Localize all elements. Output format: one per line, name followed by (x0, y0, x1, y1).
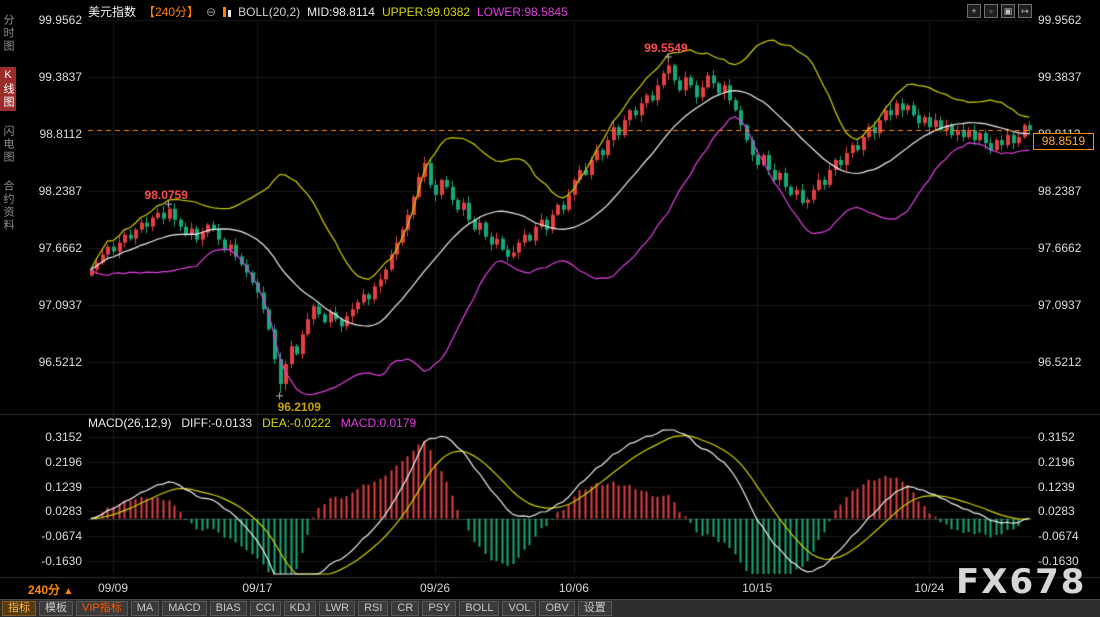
macd-tick-label: -0.0674 (1038, 529, 1079, 543)
price-annotation: 98.0759 (145, 188, 188, 202)
btn-lwr[interactable]: LWR (319, 601, 355, 616)
macd-tick-label: 0.0283 (28, 504, 82, 518)
btn-boll[interactable]: BOLL (459, 601, 499, 616)
macd-header: MACD(26,12,9) DIFF:-0.0133 DEA:-0.0222 M… (88, 416, 416, 430)
price-tick-label: 97.6662 (1038, 241, 1081, 255)
watermark: FX678 (956, 562, 1086, 602)
btn-cr[interactable]: CR (391, 601, 419, 616)
tab-kline-chart[interactable]: K线图 (0, 67, 16, 111)
boll-lower-value: LOWER:98.5845 (477, 5, 568, 19)
btn-psy[interactable]: PSY (422, 601, 456, 616)
boll-params-label: BOLL(20,2) (238, 5, 300, 19)
candlestick-icon (223, 7, 231, 17)
macd-tick-label: 0.3152 (1038, 430, 1075, 444)
date-tick-label: 09/09 (89, 581, 137, 595)
btn-obv[interactable]: OBV (539, 601, 574, 616)
maximize-button[interactable]: ▣ (1001, 4, 1015, 18)
period-tag[interactable]: 【240分】 (143, 3, 199, 20)
price-tick-label: 96.5212 (28, 355, 82, 369)
price-tick-label: 98.8112 (28, 127, 82, 141)
btn-settings[interactable]: 设置 (578, 601, 612, 616)
date-tick-label: 10/06 (550, 581, 598, 595)
crosshair-button[interactable]: + (967, 4, 981, 18)
period-up-arrow-icon: ▲ (63, 586, 73, 597)
macd-tick-label: 0.1239 (1038, 480, 1075, 494)
tab-flash-chart[interactable]: 闪电图 (0, 123, 16, 166)
last-price-value: 98.8519 (1042, 134, 1085, 148)
price-tick-label: 99.9562 (1038, 13, 1081, 27)
price-annotation: 99.5549 (644, 41, 687, 55)
period-selector[interactable]: 240分 ▲ (28, 581, 73, 598)
sidebar: 分时图 K线图闪电图合约资料 (0, 12, 16, 234)
macd-tick-label: 0.2196 (28, 455, 82, 469)
macd-tick-label: -0.1630 (28, 554, 82, 568)
chart-canvas[interactable] (0, 0, 1100, 617)
btn-kdj[interactable]: KDJ (284, 601, 317, 616)
price-tick-label: 99.9562 (28, 13, 82, 27)
price-annotation: 96.2109 (278, 400, 321, 414)
price-tick-label: 97.0937 (28, 298, 82, 312)
collapse-minus-icon[interactable]: ⊖ (206, 5, 216, 19)
price-tick-label: 97.0937 (1038, 298, 1081, 312)
macd-diff-value: DIFF:-0.0133 (181, 416, 252, 430)
price-tick-label: 98.2387 (28, 184, 82, 198)
macd-tick-label: 0.3152 (28, 430, 82, 444)
collapse-right-button[interactable]: ↦ (1018, 4, 1032, 18)
btn-bias[interactable]: BIAS (210, 601, 247, 616)
macd-tick-label: 0.1239 (28, 480, 82, 494)
btn-macd[interactable]: MACD (162, 601, 206, 616)
btn-indicator[interactable]: 指标 (2, 601, 36, 616)
boll-mid-value: MID:98.8114 (307, 5, 375, 19)
indicator-toolbar: 指标模板VIP指标MAMACD BIASCCIKDJLWRRSICRPSYBOLL… (0, 599, 1100, 617)
window-buttons: +▫▣↦ (967, 4, 1032, 18)
tab-contract-info[interactable]: 合约资料 (0, 178, 16, 234)
macd-tick-label: 0.0283 (1038, 504, 1075, 518)
boll-upper-value: UPPER:99.0382 (382, 5, 470, 19)
date-tick-label: 09/17 (233, 581, 281, 595)
btn-ma[interactable]: MA (131, 601, 160, 616)
macd-tick-label: -0.0674 (28, 529, 82, 543)
date-tick-label: 10/24 (905, 581, 953, 595)
symbol-name: 美元指数 (88, 3, 136, 20)
btn-vol[interactable]: VOL (502, 601, 536, 616)
macd-tick-label: 0.2196 (1038, 455, 1075, 469)
macd-dea-value: DEA:-0.0222 (262, 416, 331, 430)
price-tick-label: 99.3837 (1038, 70, 1081, 84)
price-tick-label: 98.2387 (1038, 184, 1081, 198)
trading-app-window: 美元指数 【240分】 ⊖ BOLL(20,2) MID:98.8114 UPP… (0, 0, 1100, 617)
btn-cci[interactable]: CCI (250, 601, 281, 616)
macd-params-label: MACD(26,12,9) (88, 416, 171, 430)
period-label: 240分 (28, 583, 60, 597)
chart-titlebar: 美元指数 【240分】 ⊖ BOLL(20,2) MID:98.8114 UPP… (88, 3, 568, 20)
btn-rsi[interactable]: RSI (358, 601, 388, 616)
price-tick-label: 96.5212 (1038, 355, 1081, 369)
float-window-button[interactable]: ▫ (984, 4, 998, 18)
last-price-box: 98.8519 (1033, 133, 1094, 150)
price-tick-label: 99.3837 (28, 70, 82, 84)
btn-vip-indicator[interactable]: VIP指标 (76, 601, 128, 616)
macd-macd-value: MACD:0.0179 (341, 416, 416, 430)
price-tick-label: 97.6662 (28, 241, 82, 255)
date-tick-label: 09/26 (411, 581, 459, 595)
tab-time-share-chart[interactable]: 分时图 (0, 12, 16, 55)
btn-template[interactable]: 模板 (39, 601, 73, 616)
date-tick-label: 10/15 (733, 581, 781, 595)
